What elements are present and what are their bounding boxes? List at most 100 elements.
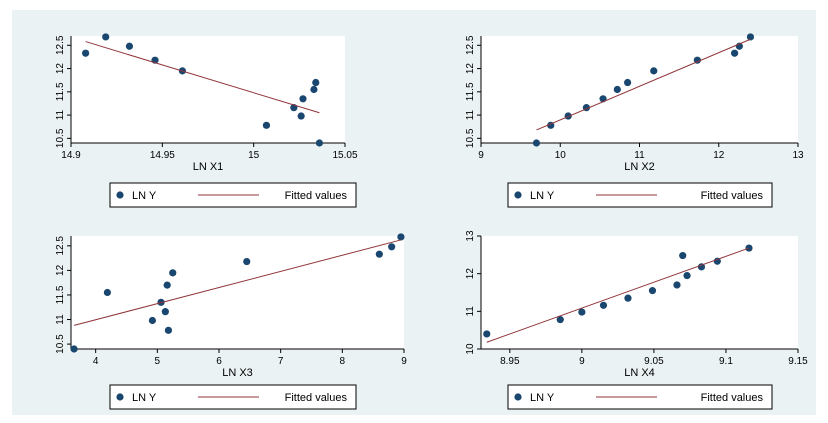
x-tick-label: 9 <box>579 356 585 367</box>
y-tick-label: 10 <box>465 343 476 355</box>
legend: LN Y Fitted values <box>109 182 357 208</box>
y-tick-label: 11 <box>55 109 66 120</box>
legend-label-fitted-values: Fitted values <box>701 190 764 202</box>
fitted-values-line <box>536 38 751 131</box>
data-point <box>578 308 586 316</box>
panel-1: 14.9 14.95 15 15.05 10.5 11 11.5 12 12.5 LN X1 LN … <box>55 33 358 208</box>
x-axis-title: LN X4 <box>624 367 655 379</box>
y-tick-label: 11.5 <box>55 82 66 101</box>
legend-box <box>109 182 357 208</box>
plot-area <box>481 36 798 143</box>
legend-label-fitted-values: Fitted values <box>285 190 348 202</box>
x-tick-label: 12 <box>713 150 725 161</box>
x-tick-label: 5 <box>155 356 161 367</box>
panel-2: 9 10 11 12 13 10.5 11 11.5 12 12.5 LN X2 LN Y Fitted… <box>465 33 804 208</box>
fitted-values-line <box>73 239 402 326</box>
x-tick-label: 13 <box>792 150 804 161</box>
legend-marker-ln-y <box>514 393 522 401</box>
y-tick-label: 12 <box>55 63 66 75</box>
x-tick-label: 14.95 <box>150 150 175 161</box>
x-axis-title: LN X1 <box>193 161 224 173</box>
y-tick-label: 11.5 <box>55 285 66 304</box>
legend-label-fitted-values: Fitted values <box>285 392 348 404</box>
data-point <box>375 250 383 258</box>
data-point <box>624 78 632 87</box>
legend: LN Y Fitted values <box>507 384 773 410</box>
x-tick-label: 10 <box>555 150 567 161</box>
data-point <box>599 301 608 309</box>
plot-area <box>71 36 345 143</box>
data-point <box>299 95 307 103</box>
panels: 14.9 14.95 15 15.05 10.5 11 11.5 12 12.5 LN X1 LN … <box>55 33 808 410</box>
x-tick-label: 15 <box>248 150 260 161</box>
data-point <box>103 288 111 297</box>
x-axis-title: LN X2 <box>624 161 655 173</box>
data-point <box>679 251 687 260</box>
y-tick-label: 12.5 <box>465 35 476 55</box>
data-point <box>673 281 681 289</box>
legend-marker-ln-y <box>116 393 124 401</box>
data-point <box>70 345 78 353</box>
data-point <box>683 271 691 280</box>
data-point <box>164 326 173 334</box>
y-tick-label: 10.5 <box>55 128 66 148</box>
y-tick-label: 11 <box>465 306 476 317</box>
y-tick-label: 10.5 <box>55 334 66 354</box>
y-tick-label: 11 <box>55 314 66 325</box>
data-point <box>745 244 753 252</box>
data-point <box>315 139 324 147</box>
x-tick-label: 9 <box>401 356 407 367</box>
x-tick-label: 11 <box>634 150 645 161</box>
legend-label-ln-y: LN Y <box>530 190 555 202</box>
legend: LN Y Fitted values <box>109 384 357 410</box>
data-point <box>713 257 721 265</box>
y-tick-label: 12.5 <box>55 236 66 256</box>
y-tick-label: 12 <box>465 63 476 75</box>
y-tick-label: 11.5 <box>465 82 476 101</box>
data-point <box>82 49 90 57</box>
x-tick-label: 4 <box>93 356 99 367</box>
x-tick-label: 9.15 <box>788 356 808 367</box>
legend: LN Y Fitted values <box>507 182 773 208</box>
y-tick-label: 13 <box>465 230 476 242</box>
data-point <box>388 243 396 251</box>
data-point <box>613 85 621 94</box>
x-tick-label: 8 <box>340 356 346 367</box>
panel-4: 8.95 9 9.05 9.1 9.15 10 11 12 13 LN X4 LN Y Fitted … <box>465 230 808 410</box>
data-point <box>650 67 658 75</box>
data-point <box>262 121 271 129</box>
y-tick-label: 12 <box>55 264 66 276</box>
data-point <box>148 316 156 325</box>
legend-label-ln-y: LN Y <box>132 190 157 202</box>
y-tick-label: 12 <box>465 268 476 280</box>
x-tick-label: 15.05 <box>332 150 357 161</box>
legend-marker-ln-y <box>116 191 124 199</box>
data-point <box>397 233 405 241</box>
data-point <box>312 78 320 87</box>
data-point <box>297 112 305 120</box>
y-tick-label: 10.5 <box>465 128 476 148</box>
legend-label-ln-y: LN Y <box>132 392 157 404</box>
data-point <box>648 287 657 295</box>
data-point <box>556 316 564 324</box>
y-tick-label: 12.5 <box>55 35 66 55</box>
data-point <box>125 42 134 50</box>
data-point <box>746 33 755 41</box>
plot-area <box>71 236 404 349</box>
data-point <box>624 294 632 302</box>
x-axis-title: LN X3 <box>222 367 253 379</box>
legend-label-fitted-values: Fitted values <box>701 392 764 404</box>
data-point <box>169 269 177 277</box>
fitted-values-line <box>85 41 320 114</box>
legend-label-ln-y: LN Y <box>530 392 555 404</box>
panel-3: 4 5 6 7 8 9 10.5 11 11.5 12 12.5 LN X3 LN Y Fitted va… <box>55 233 407 410</box>
x-tick-label: 14.9 <box>61 150 81 161</box>
data-point <box>310 85 318 94</box>
x-tick-label: 9.05 <box>644 356 664 367</box>
data-point <box>697 263 706 271</box>
plot-area <box>481 236 798 349</box>
data-point <box>243 257 251 266</box>
data-point <box>532 139 541 147</box>
x-tick-label: 9.1 <box>719 356 733 367</box>
